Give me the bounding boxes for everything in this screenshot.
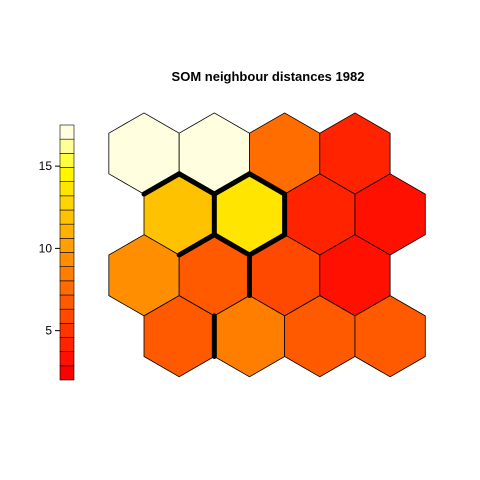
som-unit-r4c4 (354, 295, 426, 378)
colorbar-segment (59, 195, 75, 211)
colorbar-segment (59, 365, 75, 381)
colorbar-tick-label: 5 (45, 324, 52, 338)
colorbar: 5 10 15 (39, 124, 75, 381)
colorbar-segment (59, 337, 75, 352)
cluster-boundaries (141, 171, 288, 359)
colorbar-segment (59, 181, 75, 197)
colorbar-segment (59, 167, 75, 182)
colorbar-segment (59, 280, 75, 296)
colorbar-segment (59, 323, 75, 338)
colorbar-tick-label: 15 (39, 159, 53, 173)
colorbar-segment (59, 138, 75, 154)
cluster-boundary (211, 232, 252, 258)
chart-title: SOM neighbour distances 1982 (172, 69, 365, 84)
colorbar-segment (59, 266, 75, 282)
colorbar-segment (59, 294, 75, 310)
colorbar-segment (59, 308, 75, 324)
colorbar-segment (59, 238, 75, 253)
colorbar-segment (59, 223, 75, 239)
colorbar-segment (59, 351, 75, 367)
cluster-boundary (176, 171, 217, 197)
cluster-boundary (141, 171, 182, 197)
colorbar-segment (59, 209, 75, 225)
cluster-boundary (211, 171, 252, 197)
colorbar-tick-label: 10 (39, 241, 53, 255)
colorbar-segment (59, 124, 75, 140)
colorbar-segment (59, 252, 75, 267)
cluster-boundary (246, 232, 288, 258)
cluster-boundary (246, 171, 288, 197)
hexagon-grid (108, 112, 426, 378)
cluster-boundary (176, 232, 217, 258)
colorbar-segment (59, 153, 75, 168)
